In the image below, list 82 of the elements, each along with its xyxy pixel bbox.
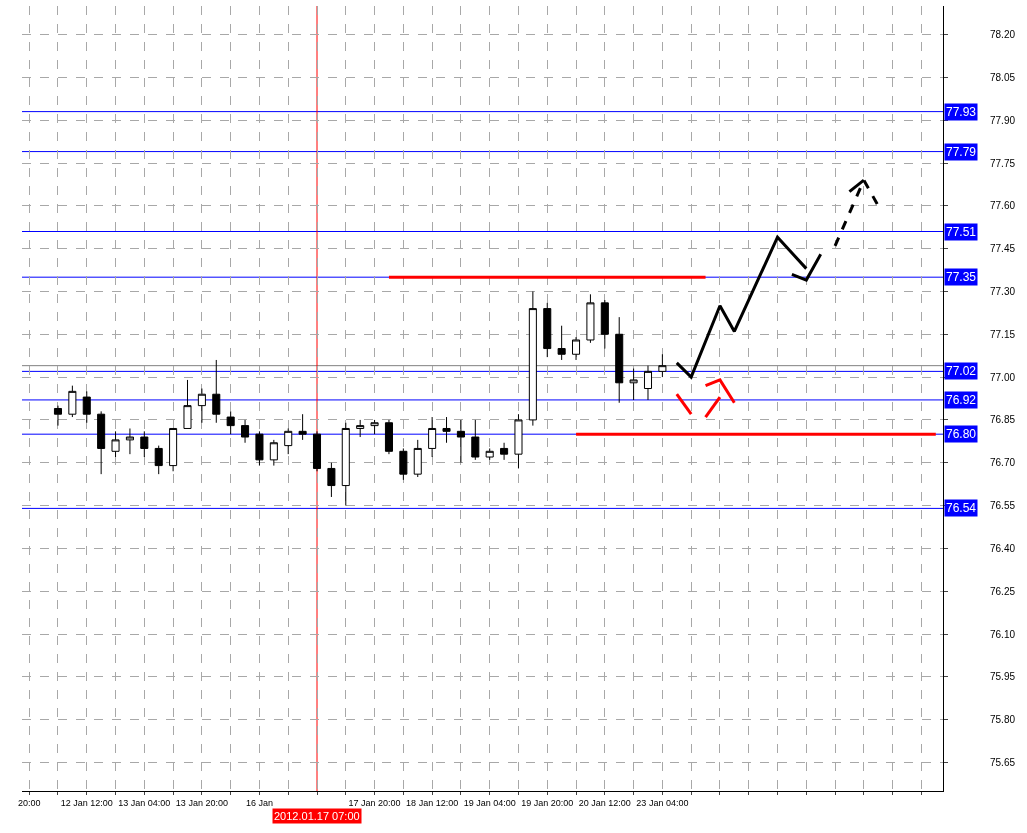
y-tick-label: 76.85	[990, 414, 1016, 426]
ref-line-label: 77.79	[946, 145, 977, 159]
candlestick	[528, 290, 537, 427]
x-tick-label: 17 Jan 20:00	[348, 797, 401, 808]
ref-line-label: 76.80	[946, 427, 977, 441]
candlestick	[442, 416, 451, 444]
y-tick-label: 76.10	[990, 628, 1016, 640]
x-tick-label: 13 Jan 04:00	[118, 797, 171, 808]
candlestick	[572, 336, 581, 361]
ref-line-label: 77.02	[946, 364, 977, 378]
x-tick-label: 23 Jan 04:00	[636, 797, 689, 808]
candlestick	[615, 316, 624, 404]
x-tick-label: 18 Jan 12:00	[406, 797, 459, 808]
y-tick-label: 77.00	[990, 371, 1016, 383]
candlestick	[384, 419, 393, 455]
candlestick	[341, 422, 350, 507]
ref-line-label: 76.54	[946, 501, 977, 515]
candlestick	[543, 302, 552, 358]
y-tick-label: 75.80	[990, 714, 1016, 726]
candlestick	[413, 439, 422, 478]
ref-line-label: 77.51	[946, 225, 977, 239]
candlestick	[356, 419, 365, 438]
x-tick-label: 2012.01.17 07:00	[274, 810, 360, 822]
y-tick-label: 75.95	[990, 671, 1016, 683]
candlestick	[53, 405, 62, 427]
y-tick-label: 77.15	[990, 328, 1016, 340]
y-tick-label: 75.65	[990, 756, 1016, 768]
candlestick	[97, 410, 106, 475]
candlestick	[255, 430, 264, 467]
y-tick-label: 78.05	[990, 71, 1016, 83]
candlestick	[154, 445, 163, 475]
x-tick-label: 20:00	[17, 797, 41, 808]
candlestick	[456, 419, 465, 464]
candlestick	[485, 447, 494, 461]
y-tick-label: 77.75	[990, 157, 1016, 169]
candlestick	[643, 365, 653, 401]
candlestick	[68, 385, 77, 418]
y-tick-label: 77.45	[990, 243, 1016, 255]
candlestick	[557, 325, 566, 361]
x-tick-label: 12 Jan 12:00	[60, 797, 113, 808]
y-tick-label: 76.25	[990, 585, 1016, 597]
y-tick-label: 77.60	[990, 200, 1016, 212]
x-tick-label: 13 Jan 20:00	[175, 797, 228, 808]
candlestick	[370, 419, 379, 435]
candlestick	[658, 353, 667, 378]
candlestick	[197, 388, 206, 424]
candlestick	[312, 430, 322, 472]
candlestick	[327, 462, 336, 498]
candlestick	[111, 430, 120, 458]
candlestick	[600, 299, 609, 350]
candlestick	[586, 293, 595, 344]
ref-line-label: 77.93	[946, 105, 977, 119]
y-tick-label: 76.40	[990, 542, 1016, 554]
candlestick	[82, 390, 91, 424]
y-tick-label: 76.55	[990, 500, 1016, 512]
candlestick	[471, 419, 480, 461]
y-tick-label: 76.70	[990, 457, 1016, 469]
candlestick	[241, 419, 250, 444]
candlestick	[125, 427, 134, 455]
y-tick-label: 77.30	[990, 285, 1016, 297]
candlestick	[183, 379, 192, 429]
candlestick	[140, 430, 149, 458]
candlestick	[284, 427, 293, 455]
candlestick	[629, 368, 638, 401]
ref-line-label: 76.92	[946, 393, 977, 407]
x-tick-label: 16 Jan	[245, 797, 273, 808]
y-tick-label: 78.20	[990, 29, 1016, 41]
y-tick-label: 77.90	[990, 114, 1016, 126]
candlestick	[226, 410, 235, 435]
candlestick	[399, 447, 408, 481]
candlestick	[212, 359, 221, 424]
x-tick-label: 19 Jan 04:00	[463, 797, 516, 808]
ref-line-label: 77.35	[946, 270, 977, 284]
candlestick	[428, 416, 437, 458]
candlestick	[500, 442, 509, 461]
x-tick-label: 19 Jan 20:00	[521, 797, 574, 808]
line-series	[675, 235, 808, 379]
x-tick-label: 20 Jan 12:00	[578, 797, 631, 808]
candlestick	[269, 439, 278, 467]
candlestick	[298, 413, 307, 441]
candlestick	[514, 413, 523, 469]
candlestick	[169, 427, 178, 472]
